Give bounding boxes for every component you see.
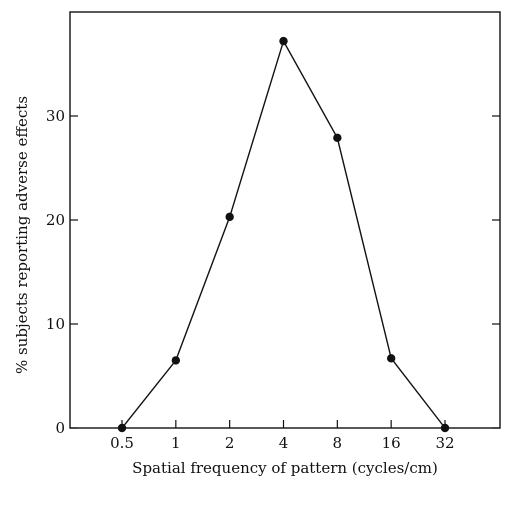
y-tick-label: 20 <box>46 211 65 229</box>
data-points <box>117 36 450 433</box>
x-tick-label: 0.5 <box>110 434 134 452</box>
x-tick-label: 1 <box>171 434 181 452</box>
y-tick-label: 30 <box>46 107 65 125</box>
x-tick-label: 32 <box>435 434 454 452</box>
x-axis-ticks: 0.5 1 2 4 8 16 32 <box>110 420 455 452</box>
y-tick-label: 10 <box>46 315 65 333</box>
data-point <box>440 423 450 433</box>
x-tick-label: 8 <box>333 434 343 452</box>
y-axis-title: % subjects reporting adverse effects <box>13 96 31 374</box>
x-tick-label: 2 <box>225 434 235 452</box>
data-point <box>225 212 234 222</box>
series-line <box>121 39 446 429</box>
data-point <box>386 354 396 363</box>
plot-frame <box>69 11 501 429</box>
data-point <box>117 423 127 433</box>
data-point <box>333 133 342 143</box>
x-tick-label: 4 <box>279 434 289 452</box>
data-point <box>279 36 288 46</box>
y-tick-label: 0 <box>55 419 65 437</box>
x-tick-label: 16 <box>382 434 401 452</box>
y-axis-ticks: 0 10 20 30 <box>46 107 500 437</box>
x-axis-title: Spatial frequency of pattern (cycles/cm) <box>132 459 438 477</box>
data-point <box>171 356 181 365</box>
